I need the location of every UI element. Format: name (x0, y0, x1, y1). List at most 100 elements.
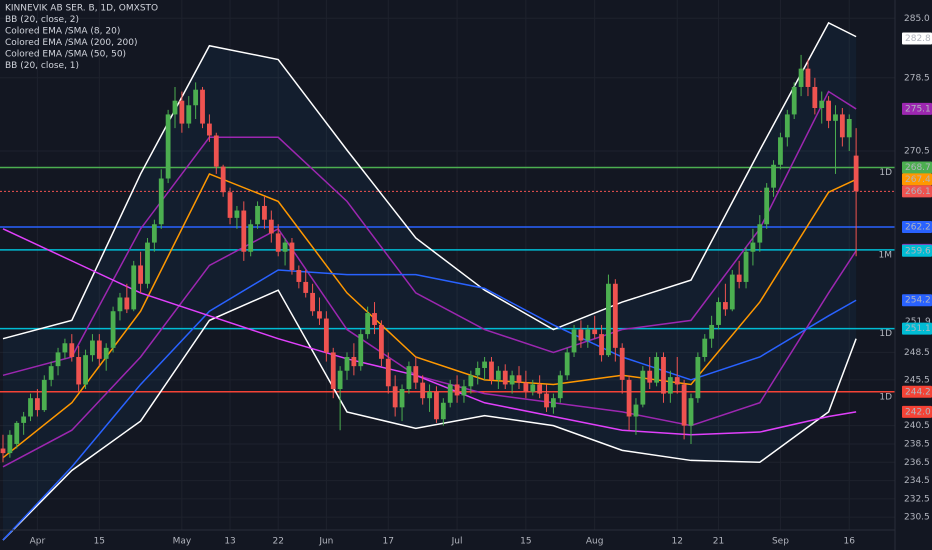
candle-body (489, 361, 494, 380)
candle-body (0, 448, 6, 454)
candle-body (853, 155, 859, 192)
level-label: 1D (879, 329, 892, 339)
indicator-line (2, 172, 857, 459)
candle-body (606, 283, 611, 356)
level-label: 1M (879, 250, 893, 260)
candle-body (213, 135, 219, 167)
indicator-line (2, 90, 857, 377)
candle-body (778, 137, 783, 165)
price-tag (902, 244, 932, 257)
candle-body (103, 347, 109, 359)
candle-body (7, 434, 13, 454)
candle-body (138, 265, 143, 284)
candle-body (124, 297, 130, 310)
candle-body (186, 105, 192, 124)
candle-body (805, 68, 811, 87)
candle-body (69, 343, 75, 357)
candle-body (158, 178, 164, 225)
candle-body (771, 164, 776, 188)
candle-body (468, 375, 474, 387)
x-tick-label: Jul (451, 537, 463, 547)
candle-body (709, 324, 715, 339)
candle-body (179, 100, 185, 124)
candle-body (798, 68, 804, 87)
candle-body (537, 384, 543, 394)
candle-body (812, 86, 818, 109)
candle-body (399, 389, 405, 408)
candle-body (592, 329, 598, 335)
candle-body (661, 356, 666, 394)
candle-body (612, 283, 618, 348)
y-tick-label: 248.5 (904, 348, 930, 358)
candle-body (736, 274, 742, 282)
candle-body (227, 192, 233, 218)
price-tag (902, 173, 932, 186)
candle-body (509, 375, 515, 385)
candle-body (544, 393, 549, 408)
y-tick-label: 238.5 (904, 439, 930, 449)
candle-body (330, 352, 336, 390)
candle-body (262, 205, 267, 220)
y-tick-label: 232.5 (904, 494, 930, 504)
x-tick-label: Sep (772, 537, 789, 547)
price-tag (902, 405, 932, 418)
candle-body (385, 358, 391, 387)
candle-body (55, 352, 61, 367)
candle-body (833, 114, 838, 121)
candle-body (599, 334, 604, 356)
candle-body (674, 377, 680, 385)
candle-body (200, 89, 205, 124)
price-tag-label: 244.2 (905, 387, 931, 397)
candle-body (846, 118, 852, 138)
candle-body (633, 404, 639, 417)
x-tick-label: 15 (520, 537, 531, 547)
plot-area (0, 0, 895, 541)
y-tick-label: 278.5 (904, 73, 930, 83)
legend-entry: KINNEVIK AB SER. B, 1D, OMXSTO (5, 4, 158, 14)
candle-body (578, 329, 584, 341)
y-tick-label: 270.5 (904, 147, 930, 157)
price-tag-label: 242.0 (905, 407, 931, 417)
x-tick-label: 22 (272, 537, 283, 547)
candle-body (461, 386, 467, 396)
candle-body (434, 391, 439, 420)
price-tag-label: 254.2 (905, 296, 931, 306)
candle-body (275, 233, 281, 252)
price-tag (902, 161, 932, 174)
candle-body (530, 384, 536, 392)
candle-body (28, 398, 33, 417)
candle-body (310, 292, 315, 312)
candle-body (21, 416, 27, 423)
candle-body (248, 224, 254, 252)
candle-body (303, 281, 309, 293)
candle-body (282, 242, 288, 252)
candle-body (255, 205, 260, 225)
candle-body (784, 114, 790, 138)
candle-body (14, 422, 20, 444)
candle-body (76, 356, 82, 385)
candle-body (165, 114, 171, 179)
candle-body (323, 318, 329, 353)
candle-body (172, 100, 178, 115)
candle-body (117, 297, 123, 312)
candle-body (96, 340, 102, 359)
price-tag (902, 102, 932, 115)
price-tag-label: 251.1 (905, 324, 931, 334)
candle-body (523, 382, 529, 392)
candle-body (826, 100, 831, 121)
candle-body (619, 347, 625, 380)
candle-body (268, 219, 274, 234)
candle-body (791, 86, 797, 115)
price-tag-label: 266.1 (905, 187, 931, 197)
candle-body (337, 370, 343, 390)
candle-body (220, 166, 226, 193)
indicator-line (2, 269, 857, 541)
candle-body (640, 370, 646, 405)
candle-body (750, 242, 756, 252)
x-tick-label: 15 (94, 537, 105, 547)
price-tag (902, 294, 932, 307)
candle-body (379, 324, 384, 359)
candle-body (626, 379, 632, 417)
candle-body (62, 343, 68, 353)
